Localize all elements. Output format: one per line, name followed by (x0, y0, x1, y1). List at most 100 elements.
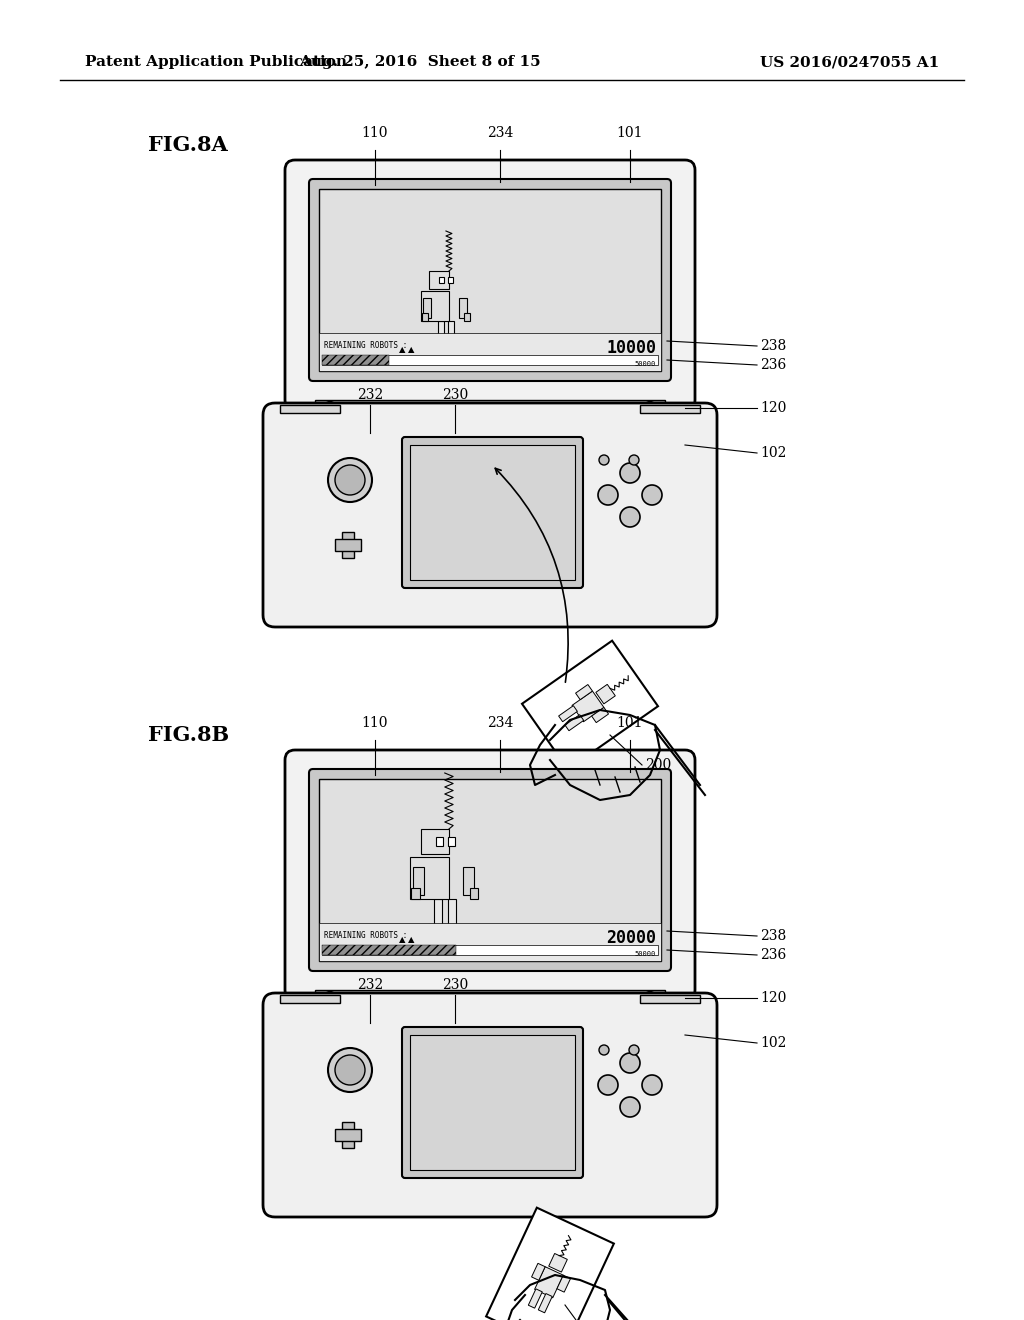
Text: 120: 120 (760, 990, 786, 1005)
Bar (319, 333, 662, 371)
Circle shape (642, 1074, 662, 1096)
Bar (410, 1035, 575, 1170)
Circle shape (598, 1074, 618, 1096)
Bar (412, 888, 420, 899)
Text: 234: 234 (486, 125, 513, 140)
Circle shape (599, 455, 609, 465)
Bar (423, 298, 431, 318)
Text: 238: 238 (760, 339, 786, 352)
FancyBboxPatch shape (309, 770, 671, 972)
Bar (470, 888, 478, 899)
Bar (459, 298, 467, 318)
Text: ▲: ▲ (408, 935, 415, 944)
Bar (522, 640, 658, 770)
Text: FIG.8B: FIG.8B (148, 725, 229, 744)
FancyBboxPatch shape (285, 160, 695, 411)
Bar (444, 339, 454, 351)
Circle shape (644, 401, 656, 413)
Bar (463, 867, 474, 895)
Circle shape (328, 1048, 372, 1092)
Text: ▲: ▲ (399, 935, 406, 944)
Bar (315, 400, 665, 414)
Text: 50000: 50000 (635, 360, 656, 367)
Bar (434, 339, 444, 351)
Bar (422, 313, 428, 321)
Bar (335, 539, 361, 550)
Text: 102: 102 (760, 1036, 786, 1049)
Text: 230: 230 (442, 978, 468, 993)
Text: 110: 110 (361, 125, 388, 140)
Bar (322, 945, 457, 954)
Bar (421, 290, 449, 321)
Bar (592, 708, 608, 722)
Bar (549, 1254, 567, 1272)
Circle shape (335, 465, 365, 495)
Text: 200: 200 (645, 758, 672, 772)
Bar (322, 355, 658, 366)
Bar (438, 321, 444, 339)
Bar (322, 945, 658, 954)
Text: 10000: 10000 (606, 339, 656, 356)
Bar (596, 684, 615, 704)
Bar (428, 924, 442, 941)
Bar (539, 1294, 552, 1313)
Bar (486, 1208, 613, 1320)
Text: 232: 232 (357, 978, 383, 993)
Circle shape (324, 991, 336, 1003)
Bar (319, 779, 662, 961)
Text: 101: 101 (616, 715, 643, 730)
Text: Patent Application Publication: Patent Application Publication (85, 55, 347, 69)
Bar (342, 1122, 354, 1148)
Circle shape (598, 484, 618, 506)
Text: 20000: 20000 (606, 929, 656, 946)
Bar (429, 271, 449, 289)
Bar (535, 1267, 563, 1298)
Circle shape (629, 1045, 639, 1055)
Circle shape (620, 507, 640, 527)
Bar (410, 445, 575, 579)
FancyBboxPatch shape (285, 750, 695, 1001)
Bar (447, 899, 456, 924)
Text: 50000: 50000 (635, 950, 656, 957)
Text: 234: 234 (486, 715, 513, 730)
Bar (421, 829, 449, 854)
Bar (433, 899, 442, 924)
Bar (280, 995, 340, 1003)
Text: 232: 232 (357, 388, 383, 403)
Bar (559, 706, 578, 722)
Bar (335, 1129, 361, 1140)
Bar (575, 685, 593, 700)
Circle shape (642, 484, 662, 506)
Circle shape (620, 1053, 640, 1073)
Text: 101: 101 (616, 125, 643, 140)
Bar (280, 405, 340, 413)
Text: REMAINING ROBOTS :: REMAINING ROBOTS : (324, 341, 408, 350)
Text: 120: 120 (760, 400, 786, 414)
Bar (410, 857, 449, 899)
Bar (342, 532, 354, 558)
Text: FIG.8A: FIG.8A (148, 135, 227, 154)
Text: ▲: ▲ (399, 345, 406, 354)
Bar (565, 714, 584, 731)
Circle shape (599, 1045, 609, 1055)
Circle shape (620, 1097, 640, 1117)
Bar (449, 837, 456, 846)
Text: 238: 238 (760, 929, 786, 942)
Bar (557, 1275, 570, 1292)
Bar (442, 924, 456, 941)
Text: ▲: ▲ (408, 345, 415, 354)
Bar (640, 995, 700, 1003)
Bar (413, 867, 424, 895)
Bar (464, 313, 470, 321)
Text: 110: 110 (361, 715, 388, 730)
FancyBboxPatch shape (263, 403, 717, 627)
Bar (449, 277, 454, 282)
Text: US 2016/0247055 A1: US 2016/0247055 A1 (760, 55, 939, 69)
FancyBboxPatch shape (263, 993, 717, 1217)
FancyBboxPatch shape (402, 437, 583, 587)
Bar (640, 405, 700, 413)
Circle shape (644, 991, 656, 1003)
Bar (439, 277, 444, 282)
Bar (319, 923, 662, 961)
Bar (315, 990, 665, 1005)
